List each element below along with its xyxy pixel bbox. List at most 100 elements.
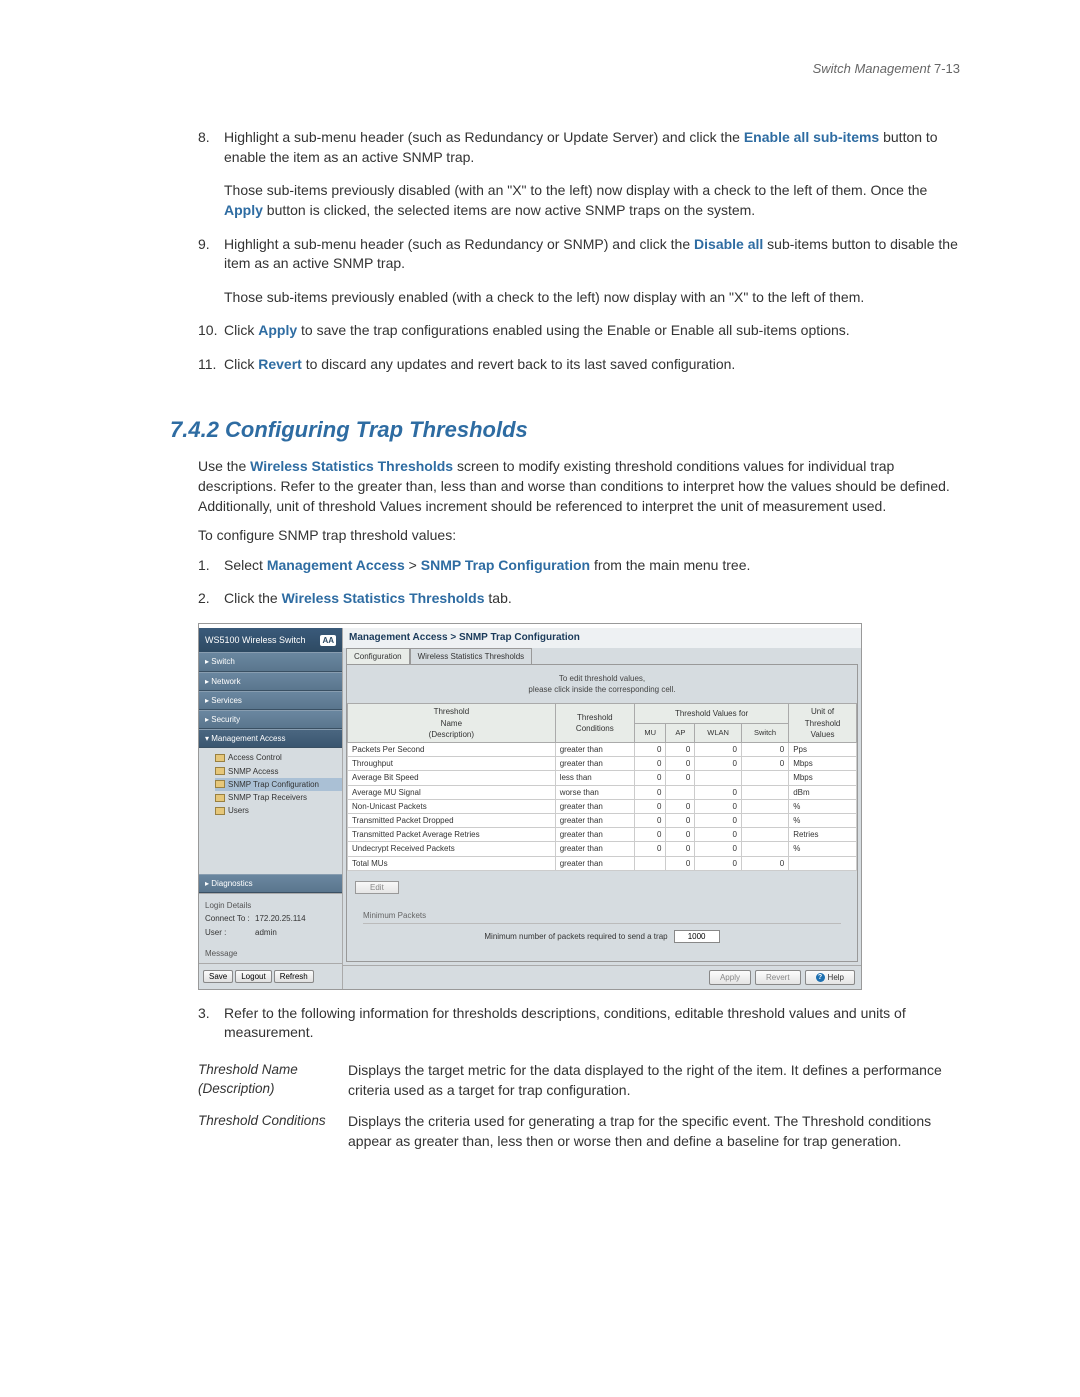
nav-subitem[interactable]: Users	[215, 804, 342, 817]
nav-tree: ▸ Switch▸ Network▸ Services▸ Security▾ M…	[199, 652, 342, 820]
def-term: Threshold Name (Description)	[198, 1061, 348, 1100]
cell-ap[interactable]: 0	[666, 828, 695, 842]
min-packets-input[interactable]	[674, 930, 720, 943]
step-item: 2.Click the Wireless Statistics Threshol…	[198, 589, 960, 609]
logout-button[interactable]: Logout	[235, 970, 271, 983]
cell-mu[interactable]: 0	[634, 828, 665, 842]
table-row[interactable]: Non-Unicast Packetsgreater than000%	[348, 799, 857, 813]
cell-ap[interactable]: 0	[666, 813, 695, 827]
nav-item[interactable]: ▾ Management Access	[199, 729, 342, 748]
cell-wlan[interactable]: 0	[695, 856, 742, 870]
cell-mu[interactable]: 0	[634, 743, 665, 757]
cell-mu[interactable]: 0	[634, 813, 665, 827]
apply-button[interactable]: Apply	[709, 970, 751, 985]
nav-item[interactable]: ▸ Security	[199, 710, 342, 729]
folder-icon	[215, 780, 225, 788]
cell-switch[interactable]	[741, 842, 788, 856]
step-number: 11.	[198, 355, 218, 375]
cell-switch[interactable]: 0	[741, 743, 788, 757]
table-row[interactable]: Throughputgreater than0000Mbps	[348, 757, 857, 771]
nav-item[interactable]: ▸ Switch	[199, 652, 342, 671]
tab[interactable]: Wireless Statistics Thresholds	[410, 648, 533, 664]
save-button[interactable]: Save	[203, 970, 233, 983]
nav-subitem[interactable]: SNMP Access	[215, 765, 342, 778]
step-text: Click the Wireless Statistics Thresholds…	[224, 589, 960, 609]
cell-mu[interactable]: 0	[634, 771, 665, 785]
table-row[interactable]: Total MUsgreater than000	[348, 856, 857, 870]
cell-ap[interactable]: 0	[666, 856, 695, 870]
table-row[interactable]: Average Bit Speedless than00Mbps	[348, 771, 857, 785]
cell-switch[interactable]: 0	[741, 757, 788, 771]
nav-item[interactable]: ▸ Network	[199, 672, 342, 691]
table-row[interactable]: Transmitted Packet Average Retriesgreate…	[348, 828, 857, 842]
cell-name: Transmitted Packet Average Retries	[348, 828, 556, 842]
step-number: 8.	[198, 128, 218, 167]
cell-wlan[interactable]: 0	[695, 785, 742, 799]
help-button[interactable]: ?Help	[805, 970, 855, 985]
folder-icon	[215, 794, 225, 802]
cell-unit: Retries	[789, 828, 857, 842]
table-row[interactable]: Packets Per Secondgreater than0000Pps	[348, 743, 857, 757]
th-sub: AP	[666, 724, 695, 743]
th-values-for: Threshold Values for	[634, 704, 788, 724]
cell-cond: greater than	[555, 743, 634, 757]
nav-subitem[interactable]: Access Control	[215, 751, 342, 764]
login-title: Login Details	[205, 900, 336, 911]
cell-cond: greater than	[555, 799, 634, 813]
cell-switch[interactable]: 0	[741, 856, 788, 870]
cell-switch[interactable]	[741, 813, 788, 827]
cell-switch[interactable]	[741, 785, 788, 799]
cell-unit: %	[789, 842, 857, 856]
cell-mu[interactable]: 0	[634, 842, 665, 856]
folder-icon	[215, 767, 225, 775]
cell-ap[interactable]: 0	[666, 842, 695, 856]
cell-ap[interactable]: 0	[666, 743, 695, 757]
cell-wlan[interactable]: 0	[695, 828, 742, 842]
cell-wlan[interactable]: 0	[695, 813, 742, 827]
step-subpara: Those sub-items previously disabled (wit…	[224, 181, 960, 220]
min-packets-label: Minimum number of packets required to se…	[484, 931, 667, 942]
th-name: ThresholdName(Description)	[348, 704, 556, 743]
cell-wlan[interactable]: 0	[695, 842, 742, 856]
configure-line: To configure SNMP trap threshold values:	[198, 526, 960, 546]
cell-switch[interactable]	[741, 799, 788, 813]
cell-mu[interactable]: 0	[634, 757, 665, 771]
nav-subitem[interactable]: SNMP Trap Receivers	[215, 791, 342, 804]
cell-unit: %	[789, 813, 857, 827]
cell-ap[interactable]: 0	[666, 757, 695, 771]
cell-mu[interactable]	[634, 856, 665, 870]
cell-unit: Pps	[789, 743, 857, 757]
cell-wlan[interactable]	[695, 771, 742, 785]
thresholds-table[interactable]: ThresholdName(Description) ThresholdCond…	[347, 703, 857, 870]
cell-wlan[interactable]: 0	[695, 799, 742, 813]
message-label: Message	[205, 949, 237, 958]
refresh-button[interactable]: Refresh	[274, 970, 314, 983]
cell-cond: worse than	[555, 785, 634, 799]
revert-button[interactable]: Revert	[755, 970, 801, 985]
edit-button[interactable]: Edit	[355, 881, 399, 894]
nav-item[interactable]: ▸ Services	[199, 691, 342, 710]
cell-mu[interactable]: 0	[634, 785, 665, 799]
cell-switch[interactable]	[741, 771, 788, 785]
table-row[interactable]: Average MU Signalworse than00dBm	[348, 785, 857, 799]
cell-ap[interactable]	[666, 785, 695, 799]
cell-mu[interactable]: 0	[634, 799, 665, 813]
cell-ap[interactable]: 0	[666, 799, 695, 813]
nav-subitem[interactable]: SNMP Trap Configuration	[215, 778, 342, 791]
sidebar: WS5100 Wireless Switch AA ▸ Switch▸ Netw…	[199, 628, 343, 989]
button-label: Help	[828, 973, 844, 982]
step-number: 1.	[198, 556, 218, 576]
cell-cond: greater than	[555, 828, 634, 842]
cell-switch[interactable]	[741, 828, 788, 842]
cell-wlan[interactable]: 0	[695, 743, 742, 757]
th-sub: WLAN	[695, 724, 742, 743]
table-row[interactable]: Transmitted Packet Droppedgreater than00…	[348, 813, 857, 827]
tabs: ConfigurationWireless Statistics Thresho…	[343, 648, 861, 664]
cell-ap[interactable]: 0	[666, 771, 695, 785]
step-item: 11.Click Revert to discard any updates a…	[198, 355, 960, 375]
tab[interactable]: Configuration	[346, 648, 410, 664]
table-row[interactable]: Undecrypt Received Packetsgreater than00…	[348, 842, 857, 856]
cell-wlan[interactable]: 0	[695, 757, 742, 771]
nav-item-diagnostics[interactable]: ▸ Diagnostics	[199, 874, 342, 893]
folder-icon	[215, 807, 225, 815]
